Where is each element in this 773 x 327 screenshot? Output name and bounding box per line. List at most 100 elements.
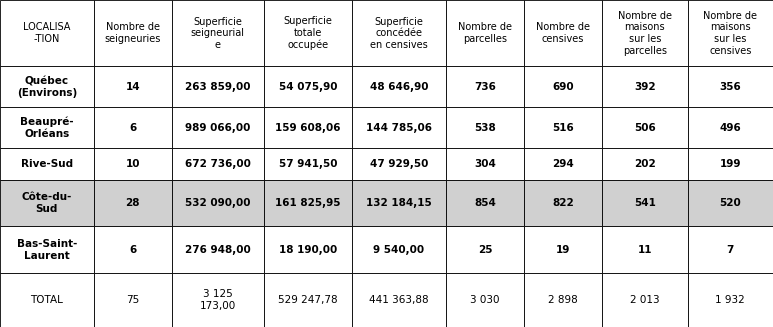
Bar	[687, 273, 773, 327]
Text: 7: 7	[727, 245, 734, 255]
Text: 199: 199	[720, 159, 741, 169]
Text: 441 363,88: 441 363,88	[369, 295, 429, 305]
Bar	[602, 107, 687, 148]
Bar	[524, 66, 602, 107]
Bar	[446, 227, 524, 273]
Text: 144 785,06: 144 785,06	[366, 123, 432, 133]
Text: 54 075,90: 54 075,90	[278, 82, 337, 92]
Text: 392: 392	[634, 82, 656, 92]
Bar	[94, 0, 172, 66]
Bar	[446, 0, 524, 66]
Bar	[687, 180, 773, 227]
Bar	[602, 273, 687, 327]
Bar	[446, 273, 524, 327]
Text: 47 929,50: 47 929,50	[369, 159, 428, 169]
Bar	[687, 227, 773, 273]
Bar	[0, 107, 94, 148]
Text: Nombre de
seigneuries: Nombre de seigneuries	[104, 22, 161, 44]
Text: Nombre de
censives: Nombre de censives	[536, 22, 590, 44]
Bar	[264, 180, 352, 227]
Bar	[172, 0, 264, 66]
Bar	[524, 227, 602, 273]
Bar	[524, 180, 602, 227]
Bar	[94, 273, 172, 327]
Text: 529 247,78: 529 247,78	[278, 295, 338, 305]
Text: 10: 10	[125, 159, 140, 169]
Text: Superficie
totale
occupée: Superficie totale occupée	[284, 16, 332, 50]
Text: 11: 11	[638, 245, 652, 255]
Bar	[352, 66, 446, 107]
Text: 263 859,00: 263 859,00	[185, 82, 250, 92]
Text: 28: 28	[125, 198, 140, 208]
Bar	[264, 273, 352, 327]
Text: 6: 6	[129, 245, 137, 255]
Bar	[172, 273, 264, 327]
Bar	[352, 148, 446, 180]
Text: Beaupré-
Orléans: Beaupré- Orléans	[20, 117, 73, 139]
Bar	[94, 227, 172, 273]
Text: 516: 516	[552, 123, 574, 133]
Bar	[172, 107, 264, 148]
Bar	[446, 180, 524, 227]
Bar	[687, 148, 773, 180]
Bar	[172, 180, 264, 227]
Bar	[524, 0, 602, 66]
Text: Bas-Saint-
Laurent: Bas-Saint- Laurent	[17, 239, 77, 261]
Bar	[687, 107, 773, 148]
Bar	[264, 0, 352, 66]
Bar	[524, 148, 602, 180]
Text: Nombre de
maisons
sur les
parcelles: Nombre de maisons sur les parcelles	[618, 11, 672, 56]
Text: 159 608,06: 159 608,06	[275, 123, 341, 133]
Bar	[0, 180, 94, 227]
Bar	[0, 0, 94, 66]
Text: 132 184,15: 132 184,15	[366, 198, 432, 208]
Text: 18 190,00: 18 190,00	[279, 245, 337, 255]
Text: 2 898: 2 898	[548, 295, 578, 305]
Text: 14: 14	[125, 82, 140, 92]
Bar	[264, 107, 352, 148]
Bar	[94, 180, 172, 227]
Bar	[172, 227, 264, 273]
Text: 532 090,00: 532 090,00	[185, 198, 250, 208]
Bar	[687, 66, 773, 107]
Bar	[264, 148, 352, 180]
Bar	[352, 107, 446, 148]
Text: 496: 496	[720, 123, 741, 133]
Text: 3 030: 3 030	[470, 295, 499, 305]
Text: Rive-Sud: Rive-Sud	[21, 159, 73, 169]
Bar	[602, 148, 687, 180]
Text: Nombre de
maisons
sur les
censives: Nombre de maisons sur les censives	[703, 11, 758, 56]
Text: 672 736,00: 672 736,00	[185, 159, 250, 169]
Text: 304: 304	[474, 159, 496, 169]
Bar	[172, 66, 264, 107]
Text: 989 066,00: 989 066,00	[185, 123, 250, 133]
Bar	[446, 148, 524, 180]
Text: 202: 202	[634, 159, 656, 169]
Bar	[524, 107, 602, 148]
Text: 75: 75	[126, 295, 139, 305]
Text: 520: 520	[720, 198, 741, 208]
Bar	[602, 227, 687, 273]
Text: Côte-du-
Sud: Côte-du- Sud	[22, 192, 72, 214]
Bar	[446, 66, 524, 107]
Bar	[94, 107, 172, 148]
Bar	[446, 107, 524, 148]
Text: 3 125
173,00: 3 125 173,00	[199, 289, 236, 311]
Bar	[602, 0, 687, 66]
Text: Superficie
seigneurial
e: Superficie seigneurial e	[191, 17, 245, 50]
Text: 506: 506	[634, 123, 656, 133]
Bar	[687, 0, 773, 66]
Text: 6: 6	[129, 123, 137, 133]
Text: Nombre de
parcelles: Nombre de parcelles	[458, 22, 512, 44]
Bar	[0, 66, 94, 107]
Text: Québec
(Environs): Québec (Environs)	[17, 76, 77, 98]
Text: 736: 736	[474, 82, 496, 92]
Text: 541: 541	[634, 198, 656, 208]
Text: 854: 854	[474, 198, 496, 208]
Text: Superficie
concédée
en censives: Superficie concédée en censives	[370, 17, 428, 50]
Text: 690: 690	[552, 82, 574, 92]
Bar	[0, 273, 94, 327]
Bar	[94, 66, 172, 107]
Bar	[264, 227, 352, 273]
Text: 356: 356	[720, 82, 741, 92]
